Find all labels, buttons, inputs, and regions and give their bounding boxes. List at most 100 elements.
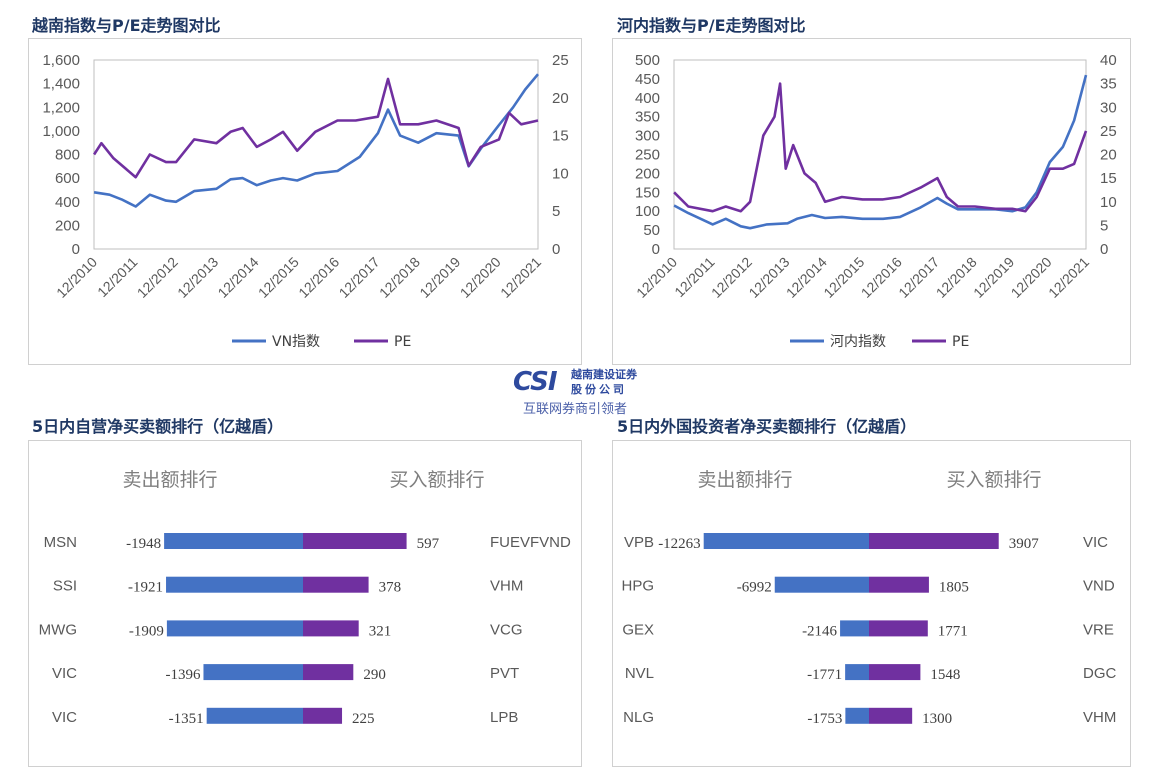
buy-ticker: VRE [1083,621,1114,638]
y-right-tick-label: 5 [552,203,560,220]
y-left-tick-label: 250 [635,147,660,164]
buy-ticker: FUEVFVND [490,534,571,551]
buy-value: 378 [379,580,402,596]
y-left-tick-label: 800 [55,147,80,164]
y-right-tick-label: 25 [1100,123,1117,140]
sell-value: -1771 [807,667,842,683]
logo-slogan: 互联网券商引领者 [523,402,628,417]
plot-area [93,59,539,250]
buy-bar [303,576,369,593]
y-right-tick-label: 10 [552,165,569,182]
sell-bar [164,533,303,549]
buy-value: 1771 [938,623,968,639]
series-line-2 [93,77,539,179]
y-right-tick-label: 5 [1100,217,1108,234]
y-right-tick-label: 30 [1100,99,1117,116]
legend-label-1: VN指数 [272,334,320,350]
sell-header: 卖出额排行 [697,469,792,491]
buy-value: 597 [417,536,440,552]
buy-value: 1548 [930,667,960,683]
y-left-tick-label: 400 [635,90,660,107]
y-left-tick-label: 400 [55,194,80,211]
sell-value: -1948 [126,536,161,552]
y-left-tick-label: 600 [55,170,80,187]
y-right-tick-label: 10 [1100,194,1117,211]
buy-bar [869,576,929,593]
y-right-tick-label: 15 [1100,170,1117,187]
sell-ticker: HPG [621,578,654,595]
y-left-tick-label: 0 [652,241,660,258]
buy-bar [303,707,343,724]
sell-ticker: VIC [52,709,77,726]
sell-bar [166,576,303,593]
buy-ticker: DGC [1083,665,1117,682]
sell-value: -1909 [129,623,164,639]
logo-mark: CSI [513,367,558,397]
sell-bar [203,664,303,681]
sell-bar [206,707,303,724]
sell-bar [845,664,869,681]
sell-ticker: VIC [52,665,77,682]
legend-label-2: PE [952,334,969,350]
sell-ticker: GEX [622,621,654,638]
sell-ticker: NVL [625,665,654,682]
sell-ticker: VPB [624,534,654,551]
sell-ticker: SSI [53,578,77,595]
chart2-title: 河内指数与P/E走势图对比 [617,16,806,35]
sell-value: -12263 [658,536,701,552]
y-left-tick-label: 1,400 [42,76,80,93]
buy-value: 1805 [939,580,969,596]
y-right-tick-label: 35 [1100,76,1117,93]
buy-ticker: VHM [490,578,523,595]
y-left-tick-label: 500 [635,52,660,69]
sell-value: -1921 [128,580,163,596]
buy-value: 290 [363,667,386,683]
sell-bar [840,620,869,637]
y-right-tick-label: 20 [1100,147,1117,164]
chart2-panel [612,38,1131,365]
sell-value: -1753 [807,711,842,727]
y-left-tick-label: 150 [635,184,660,201]
buy-value: 225 [352,711,375,727]
logo-name-2: 股份公司 [571,383,627,396]
y-right-tick-label: 15 [552,128,569,145]
y-left-tick-label: 450 [635,71,660,88]
buy-ticker: VND [1083,578,1115,595]
sell-ticker: NLG [623,709,654,726]
buy-ticker: VIC [1083,534,1108,551]
buy-ticker: VHM [1083,709,1116,726]
buy-value: 1300 [922,711,952,727]
y-left-tick-label: 0 [72,241,80,258]
sell-bar [774,576,869,593]
y-right-tick-label: 0 [1100,241,1108,258]
buy-bar [303,664,354,681]
buy-value: 3907 [1009,536,1040,552]
sell-ticker: MSN [44,534,77,551]
chart3-title: 5日内自营净买卖额排行（亿越盾） [32,417,284,436]
sell-value: -2146 [802,623,837,639]
y-right-tick-label: 20 [552,90,569,107]
y-left-tick-label: 1,000 [42,123,80,140]
sell-bar [703,533,869,549]
y-right-tick-label: 0 [552,241,560,258]
y-left-tick-label: 200 [55,217,80,234]
y-left-tick-label: 300 [635,128,660,145]
csi-logo: CSI 越南建设证券 股份公司 互联网券商引领者 [513,367,653,417]
y-right-tick-label: 40 [1100,52,1117,69]
logo-name: 越南建设证券 [571,368,637,381]
buy-header: 买入额排行 [389,469,484,491]
sell-value: -1396 [165,667,200,683]
plot-area [673,59,1087,250]
y-left-tick-label: 1,200 [42,99,80,116]
buy-bar [869,707,913,724]
buy-bar [303,620,359,637]
sell-header: 卖出额排行 [122,469,217,491]
legend-label-1: 河内指数 [830,334,886,350]
series-line-2 [673,82,1088,213]
y-left-tick-label: 200 [635,165,660,182]
y-left-tick-label: 350 [635,109,660,126]
sell-ticker: MWG [39,621,77,638]
